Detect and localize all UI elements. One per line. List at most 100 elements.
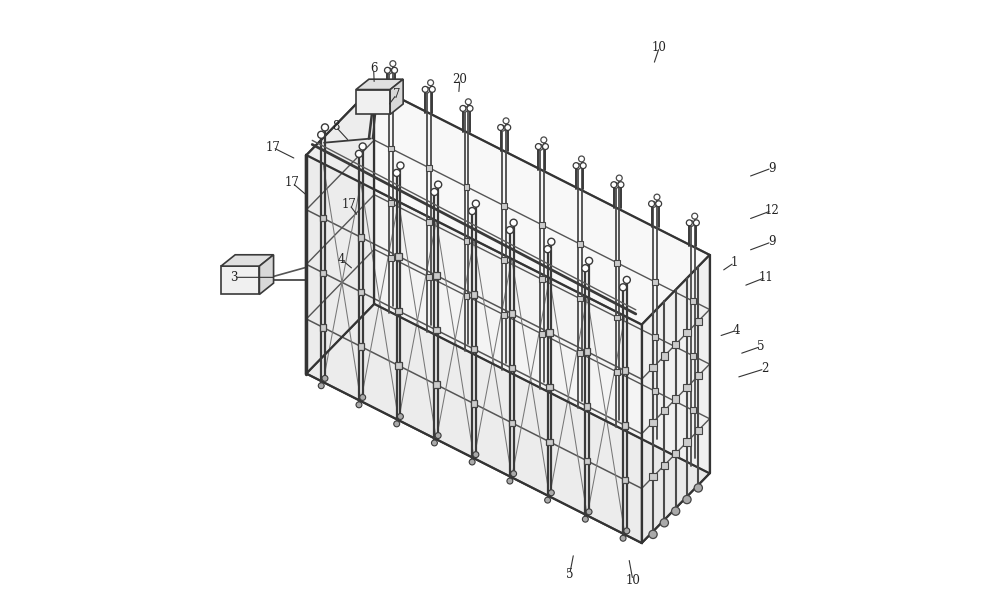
Circle shape: [582, 516, 588, 522]
Circle shape: [620, 284, 627, 291]
Polygon shape: [356, 79, 403, 89]
Circle shape: [616, 175, 622, 181]
Circle shape: [573, 163, 579, 169]
Bar: [614, 369, 620, 375]
Circle shape: [318, 383, 324, 389]
Text: 8: 8: [332, 120, 340, 134]
Circle shape: [611, 182, 617, 188]
Circle shape: [620, 535, 626, 541]
Polygon shape: [306, 85, 710, 325]
Text: 20: 20: [452, 73, 467, 86]
Circle shape: [460, 105, 466, 111]
Bar: [577, 241, 583, 247]
Bar: [509, 420, 515, 426]
Bar: [464, 184, 469, 190]
Bar: [546, 384, 553, 390]
Bar: [546, 330, 553, 336]
Circle shape: [465, 99, 471, 105]
Bar: [509, 365, 515, 371]
Bar: [395, 362, 402, 369]
Bar: [661, 407, 668, 414]
Circle shape: [422, 86, 428, 92]
Polygon shape: [306, 304, 710, 543]
Circle shape: [650, 201, 656, 207]
Polygon shape: [259, 254, 274, 294]
Circle shape: [431, 440, 437, 446]
Bar: [358, 288, 364, 295]
Bar: [471, 291, 477, 298]
Circle shape: [397, 414, 403, 420]
Text: 6: 6: [370, 63, 377, 76]
Bar: [584, 458, 590, 464]
Text: 10: 10: [652, 41, 667, 54]
Circle shape: [582, 265, 589, 272]
Bar: [584, 403, 590, 409]
Circle shape: [428, 80, 434, 86]
Circle shape: [511, 471, 517, 477]
Bar: [683, 329, 691, 336]
Circle shape: [394, 421, 400, 427]
Circle shape: [686, 220, 692, 226]
Circle shape: [390, 61, 396, 67]
Circle shape: [618, 182, 624, 188]
Text: 5: 5: [566, 568, 573, 581]
Bar: [695, 427, 702, 434]
Circle shape: [397, 162, 404, 169]
Circle shape: [586, 509, 592, 515]
Circle shape: [579, 156, 584, 162]
Bar: [509, 311, 515, 316]
Polygon shape: [642, 255, 710, 543]
Circle shape: [435, 181, 442, 188]
Circle shape: [613, 182, 618, 188]
Bar: [501, 203, 507, 209]
Bar: [584, 349, 590, 355]
Circle shape: [623, 277, 630, 284]
Bar: [652, 388, 658, 394]
Circle shape: [544, 246, 551, 253]
Circle shape: [424, 87, 430, 93]
Bar: [433, 327, 440, 333]
Circle shape: [355, 150, 363, 157]
Circle shape: [692, 213, 698, 219]
Circle shape: [660, 519, 668, 527]
Bar: [695, 372, 702, 379]
Text: 11: 11: [758, 271, 773, 284]
Bar: [539, 222, 545, 228]
Circle shape: [580, 163, 586, 169]
Circle shape: [386, 68, 392, 74]
Circle shape: [429, 86, 435, 92]
Bar: [690, 353, 696, 359]
Polygon shape: [374, 85, 710, 473]
Circle shape: [499, 125, 505, 131]
Circle shape: [649, 530, 657, 539]
Bar: [320, 215, 326, 222]
Circle shape: [548, 238, 555, 246]
Bar: [661, 352, 668, 359]
Circle shape: [321, 124, 329, 131]
Text: 4: 4: [732, 324, 740, 337]
Bar: [649, 418, 657, 426]
Circle shape: [510, 219, 517, 226]
Circle shape: [393, 169, 400, 176]
Bar: [683, 384, 691, 391]
Circle shape: [462, 106, 468, 112]
Bar: [464, 293, 469, 299]
Circle shape: [392, 67, 397, 73]
Text: 4: 4: [338, 253, 346, 266]
Bar: [501, 257, 507, 263]
Bar: [539, 277, 545, 283]
Bar: [614, 315, 620, 321]
Bar: [661, 462, 668, 468]
Circle shape: [694, 484, 702, 492]
Bar: [622, 368, 628, 374]
Polygon shape: [390, 79, 403, 114]
Bar: [652, 279, 658, 285]
Circle shape: [472, 200, 479, 207]
Circle shape: [506, 226, 513, 234]
Bar: [388, 145, 394, 151]
Circle shape: [431, 188, 438, 195]
Bar: [649, 364, 657, 371]
Bar: [426, 219, 432, 225]
Bar: [577, 296, 583, 302]
Circle shape: [575, 163, 581, 169]
